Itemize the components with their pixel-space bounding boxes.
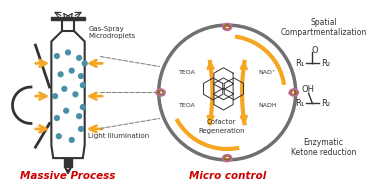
Circle shape [66,50,70,55]
Circle shape [81,105,85,110]
Circle shape [62,86,67,91]
Text: Light Illumination: Light Illumination [88,133,150,139]
Text: R₂: R₂ [321,99,330,108]
Polygon shape [62,20,74,31]
Text: OH: OH [301,85,314,94]
Circle shape [79,127,84,131]
Text: Regeneration: Regeneration [198,128,245,134]
Circle shape [69,137,74,142]
Text: R₂: R₂ [321,59,330,68]
Polygon shape [51,17,85,20]
Text: NAD⁺: NAD⁺ [259,70,276,75]
Circle shape [53,94,57,99]
Circle shape [77,114,82,119]
Circle shape [69,68,74,73]
Text: Cofactor: Cofactor [207,119,236,125]
Circle shape [54,54,59,58]
Circle shape [56,134,61,139]
Circle shape [54,116,59,120]
Text: NADH: NADH [259,103,277,108]
Circle shape [58,72,63,77]
Circle shape [82,61,87,66]
Circle shape [81,83,85,88]
Text: O: O [311,46,318,55]
Polygon shape [64,158,73,167]
Circle shape [77,56,82,60]
Text: TEOA: TEOA [179,70,196,75]
Text: TEOA: TEOA [179,103,196,108]
Text: Gas-Spray
Microdroplets: Gas-Spray Microdroplets [88,26,136,39]
Text: R₁: R₁ [295,59,304,68]
Circle shape [64,108,68,113]
Text: R₁: R₁ [295,99,304,108]
Text: Micro control: Micro control [189,171,266,181]
Circle shape [73,92,78,97]
Text: Enzymatic
Ketone reduction: Enzymatic Ketone reduction [291,138,356,157]
Text: Spatial
Compartmentalization: Spatial Compartmentalization [280,18,367,37]
Circle shape [79,74,84,78]
Text: Massive Process: Massive Process [20,171,116,181]
